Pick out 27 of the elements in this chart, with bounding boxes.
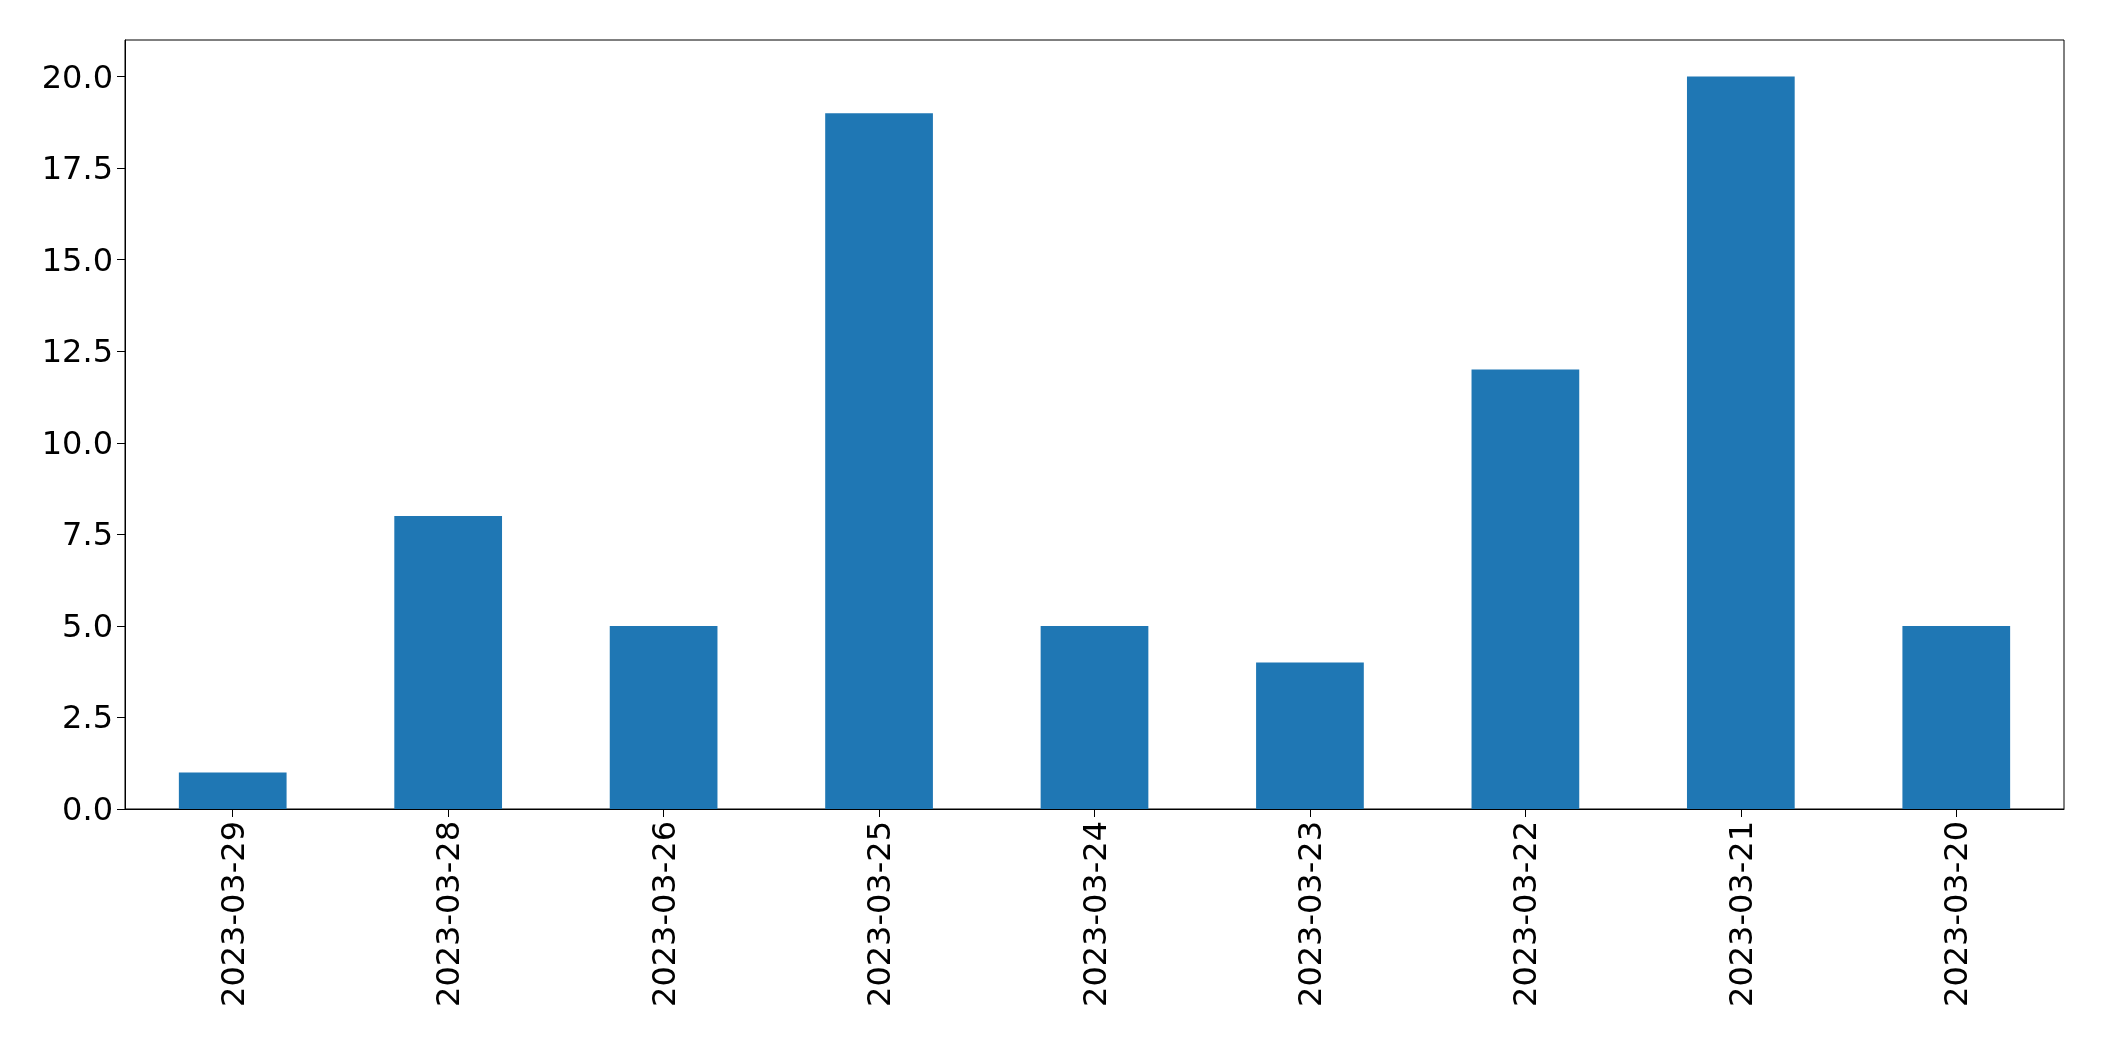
x-tick-label: 2023-03-20 [1937,821,1976,1007]
bar [609,625,718,809]
y-tick-label: 0.0 [62,790,113,828]
x-tick-label: 2023-03-24 [1075,821,1114,1007]
x-tick-label: 2023-03-26 [644,821,683,1007]
bar [825,113,933,809]
bar [1040,625,1149,809]
x-tick-label: 2023-03-22 [1506,821,1545,1007]
bar [1686,76,1795,809]
y-tick-label: 20.0 [41,57,113,96]
x-tick-label: 2023-03-28 [429,821,468,1007]
bar [1256,662,1364,809]
x-tick-label: 2023-03-21 [1721,821,1760,1007]
y-tick-label: 10.0 [41,423,113,462]
x-tick-label: 2023-03-25 [860,821,899,1007]
bar [1902,625,2011,809]
y-tick-label: 15.0 [41,240,113,279]
y-tick-label: 7.5 [62,515,113,554]
bar [1471,369,1580,809]
y-tick-label: 17.5 [41,149,113,188]
y-tick-label: 2.5 [62,698,113,737]
x-tick-label: 2023-03-23 [1290,821,1329,1007]
y-tick-label: 5.0 [62,606,113,645]
bar [394,516,503,809]
bar [178,772,287,809]
y-tick-label: 12.5 [41,332,113,371]
x-tick-label: 2023-03-29 [213,821,252,1007]
